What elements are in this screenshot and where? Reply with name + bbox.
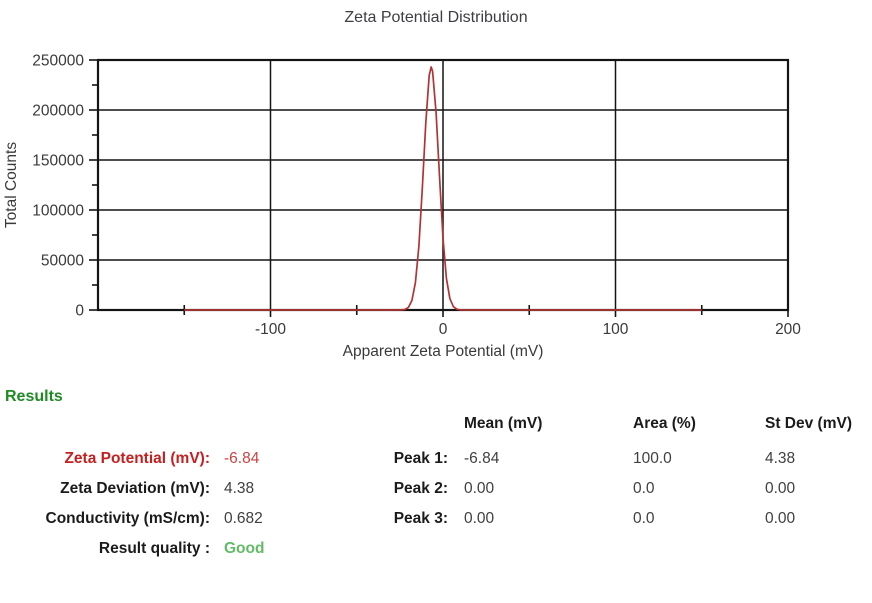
peak1-label: Peak 1:	[393, 450, 448, 467]
conductivity-value: 0.682	[224, 510, 263, 527]
result-row-zeta-potential: Zeta Potential (mV): -6.84	[0, 450, 259, 472]
result-row-conductivity: Conductivity (mS/cm): 0.682	[0, 510, 263, 532]
peak2-mean: 0.00	[464, 480, 495, 497]
chart-title: Zeta Potential Distribution	[344, 9, 528, 26]
peak3-label: Peak 3:	[393, 510, 448, 527]
conductivity-label: Conductivity (mS/cm):	[45, 510, 210, 527]
col-header-mean: Mean (mV)	[464, 415, 543, 432]
result-row-zeta-deviation: Zeta Deviation (mV): 4.38	[0, 480, 254, 502]
peak3-area: 0.0	[633, 510, 655, 527]
col-header-stdev: St Dev (mV)	[765, 415, 852, 432]
zeta-deviation-label: Zeta Deviation (mV):	[60, 480, 210, 497]
y-tick-label: 250000	[32, 53, 84, 70]
y-tick-label: 100000	[32, 203, 84, 220]
zeta-chart: 0 50000 100000 150000 200000 250000 -100 0 100 20…	[3, 53, 801, 361]
zeta-curve	[184, 66, 702, 311]
chart-svg: 0 50000 100000 150000 200000 250000 -100 0 100 20…	[3, 53, 801, 361]
peak1-stdev: 4.38	[765, 450, 796, 467]
result-row-quality: Result quality : Good	[0, 540, 265, 562]
result-quality-value: Good	[224, 540, 265, 557]
x-tick-label: 200	[775, 321, 801, 338]
results-heading: Results	[5, 388, 63, 405]
zeta-potential-value: -6.84	[224, 450, 260, 467]
x-tick-label: -100	[255, 321, 286, 338]
y-tick-label: 200000	[32, 103, 84, 120]
peak2-stdev: 0.00	[765, 480, 796, 497]
y-axis-title: Total Counts	[3, 142, 20, 228]
peak3-stdev: 0.00	[765, 510, 796, 527]
x-axis-title: Apparent Zeta Potential (mV)	[343, 343, 544, 360]
peak1-mean: -6.84	[464, 450, 500, 467]
peak3-mean: 0.00	[464, 510, 495, 527]
col-header-area: Area (%)	[633, 415, 696, 432]
zeta-deviation-value: 4.38	[224, 480, 255, 497]
y-tick-label: 50000	[41, 253, 84, 270]
plot-border	[96, 58, 790, 312]
result-quality-label: Result quality :	[98, 540, 210, 557]
peak2-area: 0.0	[633, 480, 655, 497]
y-tick-label: 0	[75, 303, 84, 320]
x-tick-label: 100	[603, 321, 629, 338]
peak1-area: 100.0	[633, 450, 672, 467]
zeta-potential-label: Zeta Potential (mV):	[64, 450, 210, 467]
peak2-label: Peak 2:	[393, 480, 448, 497]
y-tick-label: 150000	[32, 153, 84, 170]
x-tick-label: 0	[439, 321, 448, 338]
